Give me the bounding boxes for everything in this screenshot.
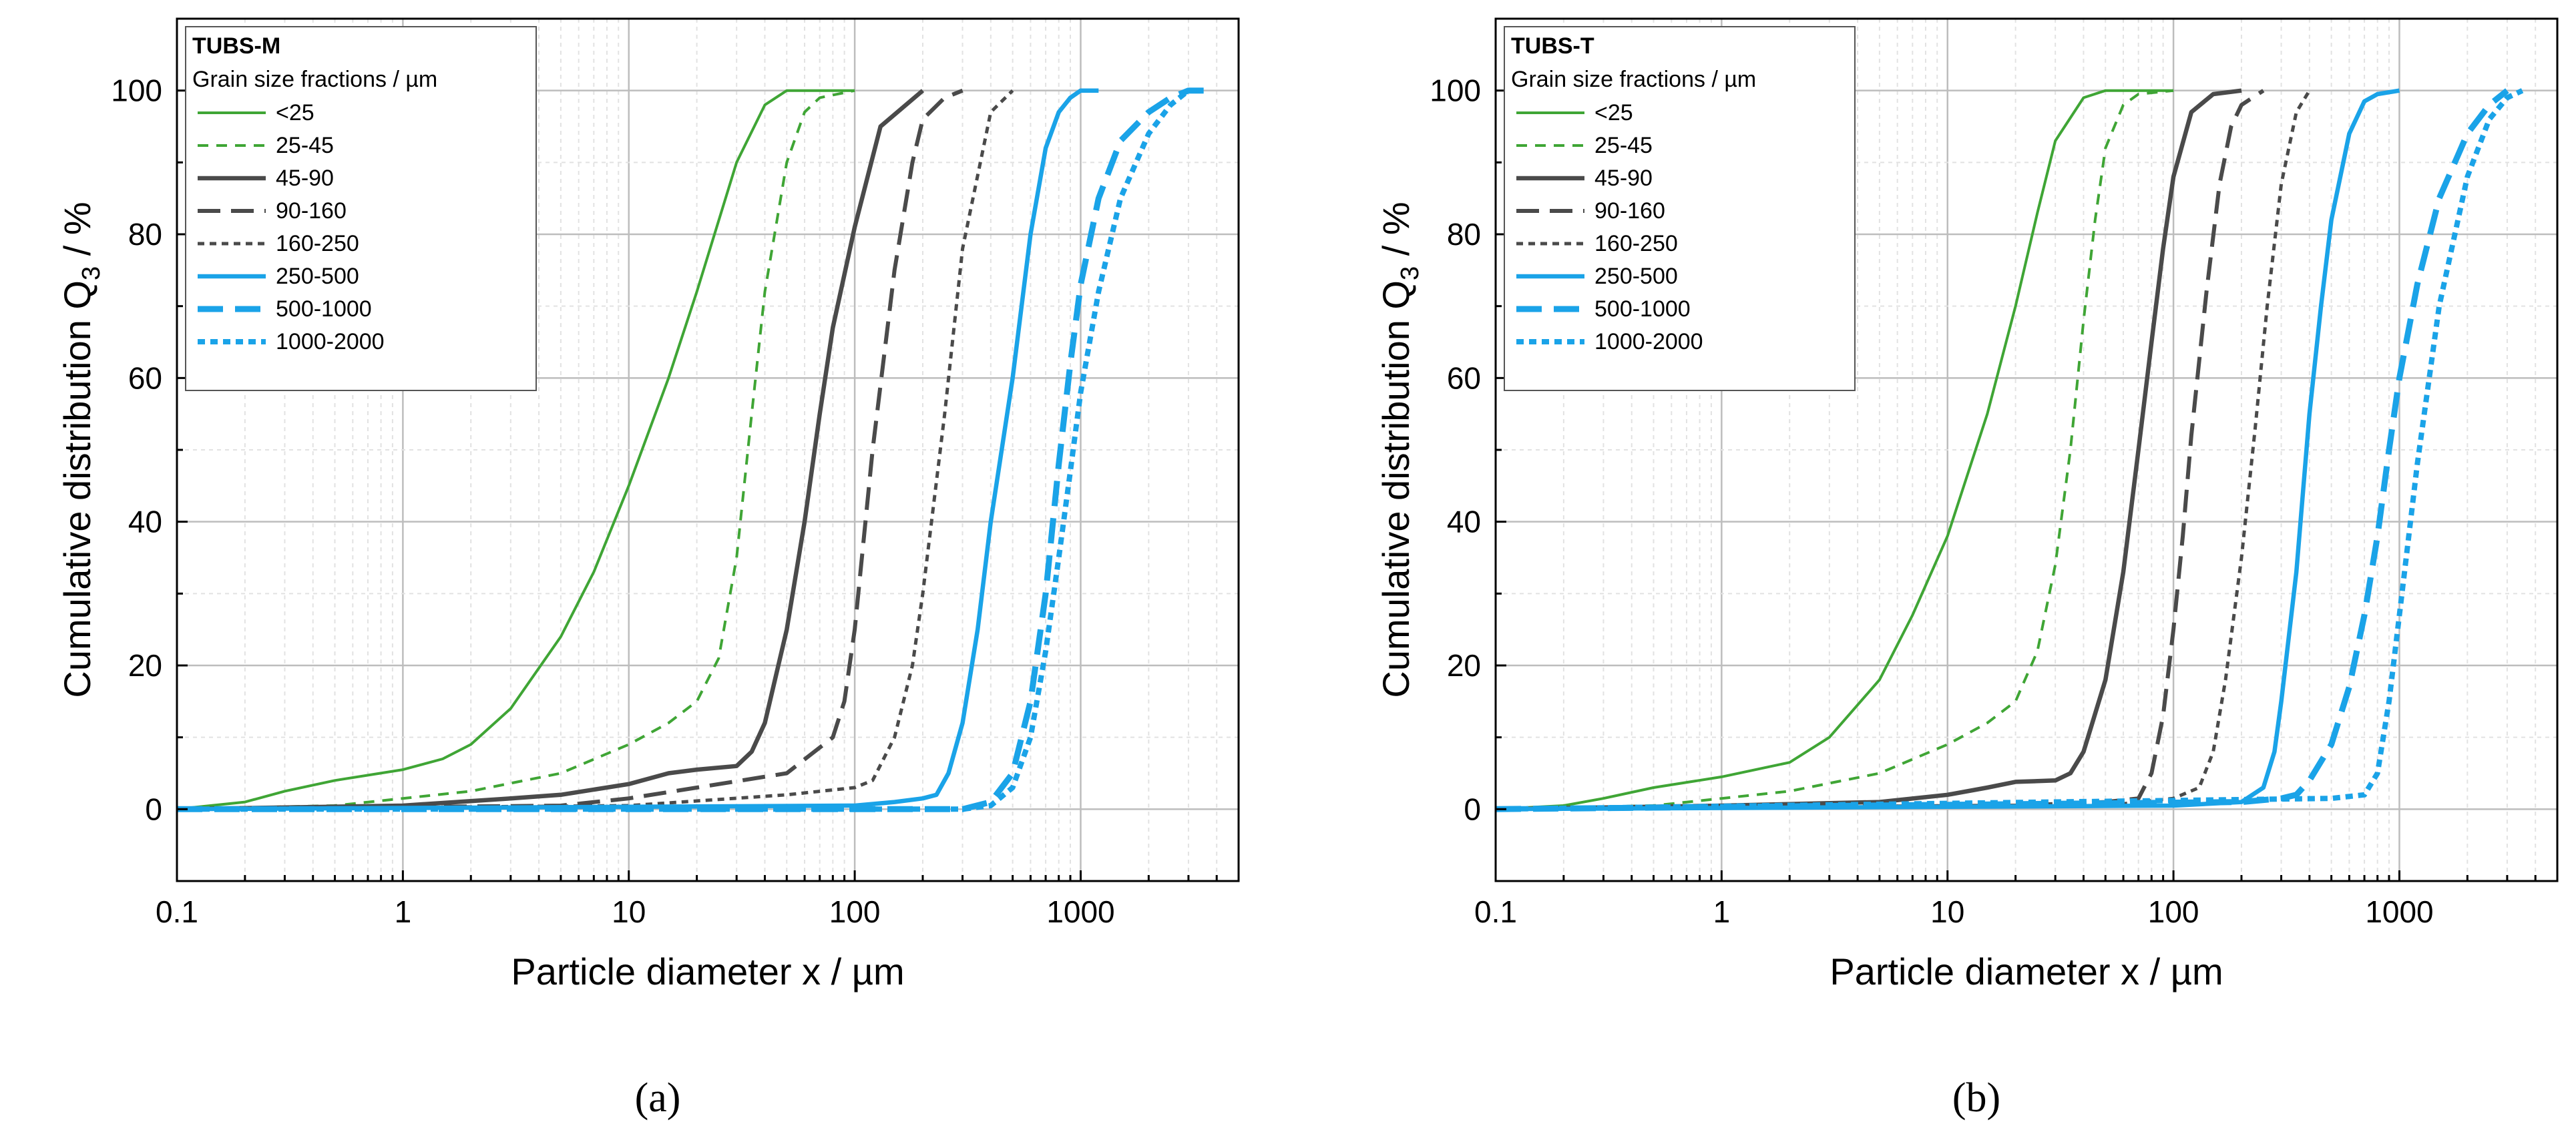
y-axis-label-subscript: 3 xyxy=(1396,266,1424,280)
x-axis: 0.1 1 10 100 1000 xyxy=(1474,870,2559,929)
y-tick-label: 0 xyxy=(1464,792,1481,826)
x-tick-label: 10 xyxy=(1930,894,1964,929)
y-tick-label: 80 xyxy=(1447,217,1481,252)
series-line-1000-2000 xyxy=(1495,88,2524,812)
y-axis-label-main: Cumulative distribution Q xyxy=(56,280,98,698)
series-group xyxy=(1495,88,2524,812)
series-line-25-45 xyxy=(1495,89,2174,811)
legend-entry-label: 25-45 xyxy=(1594,133,1653,158)
panel-label: (b) xyxy=(1952,1075,2000,1121)
x-tick-label: 10 xyxy=(612,894,646,929)
y-axis-label-main: Cumulative distribution Q xyxy=(1375,280,1417,698)
legend-box xyxy=(185,26,537,391)
y-tick-label: 40 xyxy=(1447,505,1481,539)
series-line-25 xyxy=(176,89,855,811)
x-tick-label: 1000 xyxy=(1046,894,1114,929)
legend-entry-label: 500-1000 xyxy=(1594,296,1691,322)
legend-entry-label: 25-45 xyxy=(276,133,334,158)
legend-entry-label: 1000-2000 xyxy=(1594,329,1703,354)
x-axis-label: Particle diameter x / µm xyxy=(1830,950,2223,992)
x-axis-label: Particle diameter x / µm xyxy=(511,950,904,992)
y-axis: 0 20 40 60 80 100 xyxy=(1430,17,1506,882)
legend-subtitle: Grain size fractions / µm xyxy=(192,67,437,92)
legend-entry-label: <25 xyxy=(276,100,314,125)
legend-entry-label: 500-1000 xyxy=(276,296,372,322)
series-line-250-500 xyxy=(176,88,1099,812)
series-line-25 xyxy=(1495,89,2174,811)
legend: TUBS-T Grain size fractions / µm <25 25-45 4… xyxy=(1504,26,1856,391)
legend-entry-label: 250-500 xyxy=(1594,264,1678,289)
y-tick-label: 80 xyxy=(128,217,162,252)
x-tick-label: 1 xyxy=(395,894,412,929)
x-tick-label: 1000 xyxy=(2365,894,2433,929)
series-line-45-90 xyxy=(176,89,925,812)
legend-entry-label: 160-250 xyxy=(276,231,359,256)
y-tick-label: 60 xyxy=(128,360,162,395)
series-line-25-45 xyxy=(176,89,855,811)
x-tick-label: 1 xyxy=(1713,894,1731,929)
series-line-1000-2000 xyxy=(177,87,1204,812)
y-axis-label-subscript: 3 xyxy=(77,266,105,280)
y-tick-label: 100 xyxy=(111,73,162,108)
y-axis: 0 20 40 60 80 100 xyxy=(111,17,188,882)
y-axis-label-unit: / % xyxy=(56,202,98,266)
series-group xyxy=(176,87,1204,812)
legend-subtitle: Grain size fractions / µm xyxy=(1511,67,1756,92)
series-line-90-160 xyxy=(176,88,963,812)
legend-entry-label: 1000-2000 xyxy=(276,329,385,354)
legend-entry-label: 90-160 xyxy=(276,198,347,224)
y-tick-label: 0 xyxy=(145,792,162,826)
legend-title: TUBS-T xyxy=(1511,33,1594,59)
x-axis: 0.1 1 10 100 1000 xyxy=(156,870,1240,929)
x-tick-label: 100 xyxy=(2148,894,2199,929)
chart-panel-a: 0.1 1 10 100 1000 0 20 40 60 80 100 Particle diamet… xyxy=(56,17,1240,1121)
y-axis-label: Cumulative distribution Q3 / % xyxy=(1375,202,1424,697)
y-tick-label: 100 xyxy=(1430,73,1481,108)
y-axis-label: Cumulative distribution Q3 / % xyxy=(56,202,105,697)
x-tick-label: 0.1 xyxy=(1474,894,1517,929)
legend-entry-label: 45-90 xyxy=(276,166,334,191)
series-line-45-90 xyxy=(1495,88,2242,812)
legend-entry-label: 160-250 xyxy=(1594,231,1678,256)
y-tick-label: 20 xyxy=(1447,648,1481,683)
series-line-500-1000 xyxy=(177,87,1204,812)
chart-panel-b: 0.1 1 10 100 1000 0 20 40 60 80 100 Particle diamet… xyxy=(1375,17,2559,1121)
legend-title: TUBS-M xyxy=(192,33,280,59)
y-axis-label-unit: / % xyxy=(1375,202,1417,266)
legend-entry-label: <25 xyxy=(1594,100,1633,125)
y-tick-label: 60 xyxy=(1447,360,1481,395)
legend-entry-label: 45-90 xyxy=(1594,166,1653,191)
legend-entry-label: 90-160 xyxy=(1594,198,1665,224)
legend-box xyxy=(1504,26,1856,391)
legend: TUBS-M Grain size fractions / µm <25 25-45 4… xyxy=(185,26,537,391)
legend-entry-label: 250-500 xyxy=(276,264,359,289)
x-tick-label: 100 xyxy=(829,894,881,929)
y-tick-label: 40 xyxy=(128,505,162,539)
series-line-160-250 xyxy=(176,89,1014,811)
y-tick-label: 20 xyxy=(128,648,162,683)
panel-label: (a) xyxy=(635,1075,681,1121)
x-tick-label: 0.1 xyxy=(156,894,198,929)
